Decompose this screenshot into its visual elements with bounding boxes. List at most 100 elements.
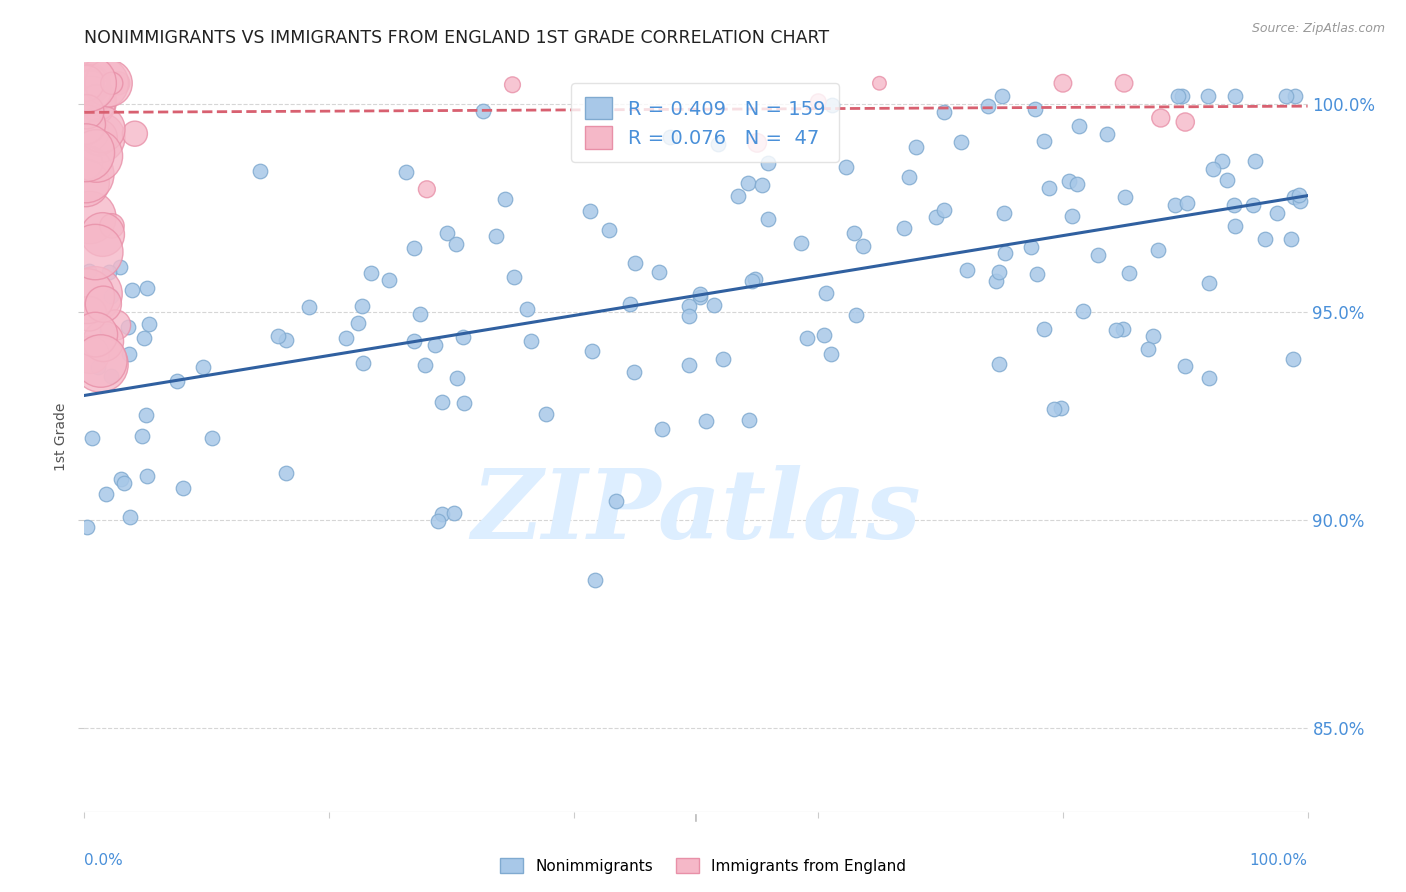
Point: [707, 136, 730, 151]
Point: [624, 256, 647, 270]
Point: [86, 360, 108, 375]
Point: [648, 265, 671, 279]
Point: [84, 287, 107, 301]
Point: [695, 414, 717, 428]
Point: [87, 130, 110, 145]
Point: [79, 211, 101, 225]
Point: [360, 266, 382, 280]
Point: [135, 409, 157, 423]
Point: [90, 354, 112, 368]
Point: [350, 299, 373, 313]
Point: [107, 76, 129, 90]
Point: [91, 227, 114, 242]
Point: [79, 126, 101, 140]
Point: [79, 76, 101, 90]
Text: ZIPatlas: ZIPatlas: [471, 465, 921, 559]
Point: [395, 165, 418, 179]
Point: [298, 300, 321, 314]
Point: [79, 307, 101, 321]
Point: [727, 189, 749, 203]
Point: [756, 155, 779, 169]
Point: [932, 105, 955, 120]
Point: [89, 358, 111, 372]
Point: [1170, 89, 1192, 103]
Point: [266, 329, 288, 343]
Point: [110, 472, 132, 486]
Point: [1281, 352, 1303, 367]
Text: Source: ZipAtlas.com: Source: ZipAtlas.com: [1251, 22, 1385, 36]
Point: [352, 356, 374, 370]
Point: [80, 95, 103, 109]
Point: [1150, 111, 1173, 125]
Point: [138, 317, 160, 331]
Point: [581, 344, 603, 359]
Point: [97, 76, 120, 90]
Point: [1223, 219, 1246, 233]
Point: [977, 99, 1000, 113]
Point: [689, 290, 711, 304]
Point: [75, 76, 97, 90]
Legend: R = 0.409   N = 159, R = 0.076   N =  47: R = 0.409 N = 159, R = 0.076 N = 47: [571, 83, 838, 162]
Point: [423, 338, 446, 352]
Text: 100.0%: 100.0%: [1250, 853, 1308, 868]
Point: [623, 365, 645, 379]
Point: [835, 160, 858, 174]
Point: [925, 210, 948, 224]
Point: [485, 229, 508, 244]
Point: [1066, 178, 1088, 192]
Point: [1114, 76, 1136, 90]
Point: [75, 176, 97, 190]
Point: [1197, 88, 1219, 103]
Point: [402, 334, 425, 348]
Point: [789, 235, 811, 250]
Point: [201, 431, 224, 445]
Point: [1175, 195, 1198, 210]
Point: [678, 299, 700, 313]
Point: [689, 287, 711, 301]
Point: [1282, 189, 1305, 203]
Point: [494, 192, 516, 206]
Point: [1033, 134, 1056, 148]
Point: [583, 573, 606, 587]
Point: [416, 182, 439, 196]
Point: [1265, 206, 1288, 220]
Point: [534, 407, 557, 421]
Point: [893, 220, 915, 235]
Point: [86, 149, 108, 163]
Point: [1052, 76, 1074, 90]
Point: [605, 493, 627, 508]
Point: [404, 241, 426, 255]
Point: [77, 76, 100, 90]
Point: [1241, 197, 1264, 211]
Point: [77, 264, 100, 278]
Point: [76, 520, 98, 534]
Point: [1198, 276, 1220, 290]
Point: [117, 319, 139, 334]
Point: [807, 95, 830, 109]
Point: [1174, 115, 1197, 129]
Point: [502, 78, 524, 92]
Point: [172, 481, 194, 495]
Point: [1025, 268, 1047, 282]
Point: [1142, 329, 1164, 343]
Point: [131, 429, 153, 443]
Point: [1060, 209, 1083, 223]
Point: [1167, 88, 1189, 103]
Point: [813, 328, 835, 343]
Point: [1105, 323, 1128, 337]
Point: [104, 318, 127, 332]
Point: [124, 127, 146, 141]
Point: [1069, 119, 1091, 133]
Point: [276, 333, 298, 347]
Point: [852, 238, 875, 252]
Point: [984, 274, 1007, 288]
Point: [1279, 231, 1302, 245]
Point: [101, 76, 124, 90]
Point: [1222, 198, 1244, 212]
Point: [994, 245, 1017, 260]
Point: [75, 118, 97, 132]
Point: [347, 316, 370, 330]
Text: 0.0%: 0.0%: [84, 853, 124, 868]
Point: [444, 236, 467, 251]
Point: [987, 265, 1010, 279]
